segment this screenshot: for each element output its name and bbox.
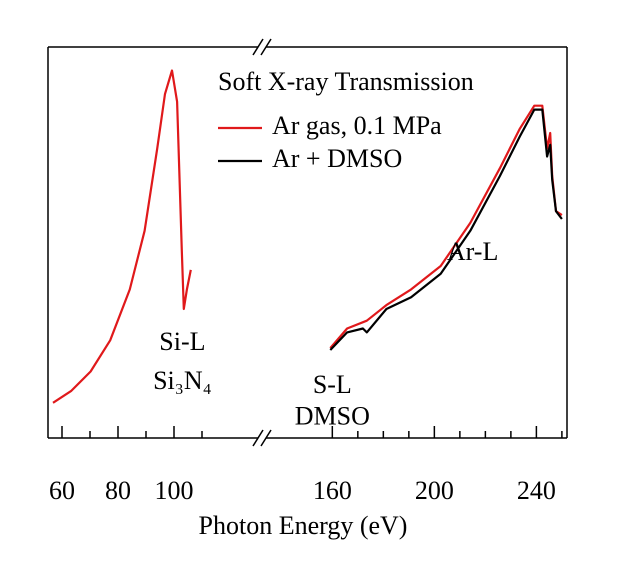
x-tick-label: 100 <box>155 476 194 505</box>
x-tick-label: 200 <box>415 476 454 505</box>
legend-title: Soft X-ray Transmission <box>218 67 474 96</box>
axis-break <box>260 429 272 447</box>
x-axis-label: Photon Energy (eV) <box>199 511 408 540</box>
annotation: Si-L <box>159 327 205 356</box>
line-series <box>329 108 563 351</box>
axis-break <box>252 429 264 447</box>
annotation: DMSO <box>295 401 370 430</box>
line-series <box>52 69 192 404</box>
line-series <box>329 104 563 349</box>
x-tick-label: 60 <box>49 476 75 505</box>
axis-break <box>260 38 272 56</box>
legend-label: Ar + DMSO <box>272 144 402 173</box>
annotation: Ar-L <box>447 237 498 266</box>
legend-label: Ar gas, 0.1 MPa <box>272 111 442 140</box>
x-tick-label: 240 <box>517 476 556 505</box>
x-tick-label: 160 <box>313 476 352 505</box>
annotation: S-L <box>313 370 352 399</box>
x-tick-label: 80 <box>105 476 131 505</box>
annotation: Si₃N₄ <box>153 366 212 395</box>
axis-break <box>252 38 264 56</box>
